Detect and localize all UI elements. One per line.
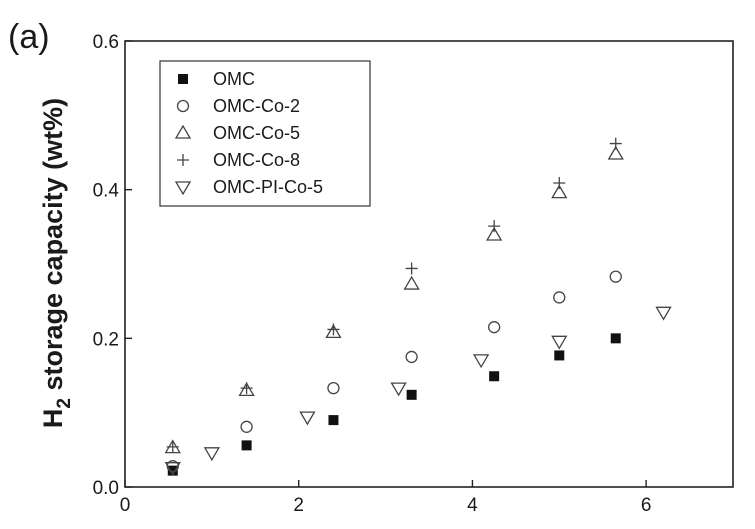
data-point <box>327 323 340 336</box>
legend-marker <box>177 154 189 166</box>
data-point <box>489 371 500 382</box>
y-tick-label: 0.4 <box>93 181 120 202</box>
series-omc-pi-co-5 <box>164 306 672 476</box>
data-point <box>486 226 503 241</box>
legend: OMC OMC-Co-2 OMC-Co-5 OMC-Co-8 OMC-PI-Co-5 <box>159 60 371 207</box>
y-axis-label-main: H <box>38 409 68 429</box>
series-omc <box>167 333 621 476</box>
x-tick-label: 2 <box>293 495 304 516</box>
data-point <box>299 411 316 426</box>
data-point <box>607 145 624 160</box>
legend-entry-label: OMC <box>213 69 255 89</box>
data-point <box>609 270 622 283</box>
y-axis-label: H2 storage capacity (wt%) <box>38 98 75 428</box>
data-point <box>488 220 501 233</box>
legend-marker <box>174 181 192 196</box>
data-point <box>403 275 420 290</box>
plot-frame <box>124 40 734 488</box>
data-point <box>551 335 568 350</box>
y-tick-label: 0.0 <box>93 478 119 499</box>
data-point <box>240 420 253 433</box>
series-omc-co-2 <box>166 270 622 473</box>
data-point <box>166 440 179 453</box>
data-point <box>240 382 253 395</box>
panel-label: (a) <box>8 18 50 56</box>
data-point <box>203 447 220 462</box>
data-point <box>609 137 622 150</box>
data-point <box>406 389 417 400</box>
data-point <box>327 381 340 395</box>
data-point <box>238 382 255 397</box>
data-point <box>655 306 672 321</box>
series-omc-co-8 <box>166 137 622 453</box>
data-points <box>164 137 672 476</box>
data-point <box>167 465 178 476</box>
data-point <box>164 462 181 476</box>
x-tick-label: 0 <box>120 495 131 516</box>
data-point <box>553 176 566 189</box>
y-tick-label: 0.6 <box>93 32 119 53</box>
legend-marker <box>176 99 190 113</box>
legend-marker <box>178 74 188 84</box>
data-point <box>241 440 252 451</box>
data-point <box>390 382 407 397</box>
legend-box <box>159 60 371 207</box>
data-point <box>610 333 621 344</box>
y-axis-label-subscript: 2 <box>54 398 75 409</box>
data-point <box>325 324 342 339</box>
legend-entry-label: OMC-Co-2 <box>213 96 300 116</box>
legend-entry-label: OMC-Co-5 <box>213 123 300 143</box>
data-point <box>472 354 490 369</box>
data-point <box>551 184 568 199</box>
data-point <box>487 321 501 334</box>
y-axis-label-rest: storage capacity (wt%) <box>38 98 68 398</box>
legend-entry-label: OMC-Co-8 <box>213 150 300 170</box>
legend-entry-label: OMC-PI-Co-5 <box>213 177 323 197</box>
x-tick-label: 4 <box>467 495 478 516</box>
data-point <box>553 291 566 304</box>
legend-marker <box>174 124 192 139</box>
data-point <box>405 262 418 275</box>
x-tick-label: 6 <box>641 495 652 516</box>
svg-text:H2 storage capacity (wt%): H2 storage capacity (wt%) <box>38 98 75 428</box>
data-point <box>554 350 565 361</box>
data-point <box>405 350 418 364</box>
axis-ticks: 0 2 4 6 0.0 0.2 0.4 0.6 <box>93 32 652 516</box>
y-tick-label: 0.2 <box>93 329 119 350</box>
data-point <box>328 415 339 426</box>
